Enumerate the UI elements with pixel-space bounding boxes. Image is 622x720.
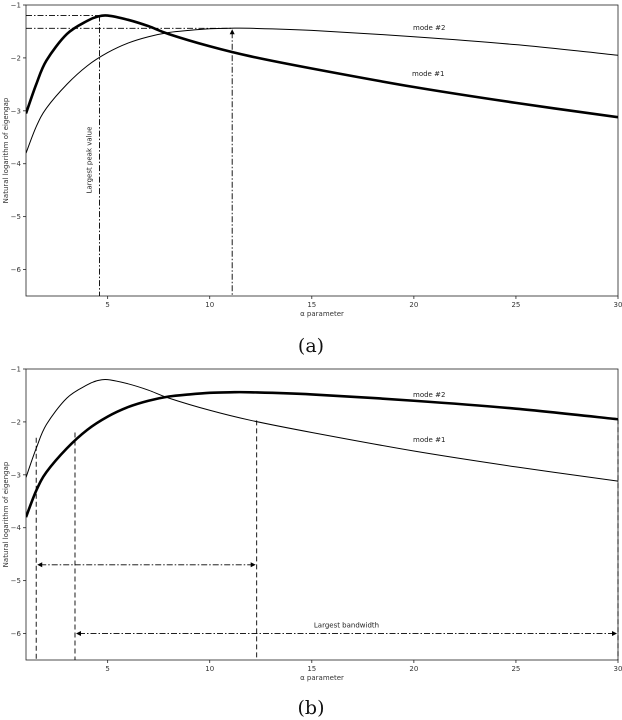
series-label-mode-2: mode #2	[413, 24, 445, 32]
y-tick-label: −6	[11, 266, 22, 274]
x-tick-label: 25	[511, 665, 520, 673]
chart-panel-b: 5 10 15 20 25 30 −1 −2 −3 −4 −5 −6 α parameter Natura…	[2, 366, 622, 683]
series-line-mode-2	[26, 27, 618, 154]
y-tick-label: −1	[11, 366, 21, 374]
x-tick-label: 10	[205, 301, 214, 309]
y-axis-label: Natural logarithm of eigengap	[2, 461, 10, 567]
annotation-arrowhead-right	[612, 631, 617, 637]
x-tick-label: 15	[307, 665, 316, 673]
annotation-label: Largest bandwidth	[314, 622, 379, 630]
y-tick-label: −1	[11, 2, 21, 10]
panel-caption-b: (b)	[298, 697, 325, 719]
series-line-mode-1	[26, 378, 618, 482]
series-label-mode-2: mode #2	[413, 391, 445, 399]
y-tick-label: −5	[11, 213, 21, 221]
annotation-arrowhead	[229, 29, 235, 35]
chart-panel-a: 5 10 15 20 25 30 −1 −2 −3 −4 −5 −6 α parameter Natura…	[2, 2, 622, 319]
series-label-mode-1: mode #1	[412, 70, 444, 78]
y-tick-label: −2	[11, 54, 21, 62]
x-axis-label: α parameter	[300, 310, 344, 318]
x-tick-label: 20	[409, 301, 418, 309]
x-tick-label: 15	[307, 301, 316, 309]
plot-frame-a	[25, 4, 619, 297]
y-tick-label: −3	[11, 471, 21, 479]
x-tick-label: 20	[409, 665, 418, 673]
y-tick-label: −3	[11, 107, 21, 115]
series-line-mode-2	[26, 390, 618, 518]
y-axis-label: Natural logarithm of eigengap	[2, 97, 10, 203]
y-tick-label: −6	[11, 630, 22, 638]
annotation-arrowhead-right	[250, 562, 256, 568]
annotation-arrowhead-left	[37, 562, 43, 568]
series-line-mode-1	[26, 14, 618, 119]
panel-caption-a: (a)	[298, 335, 324, 357]
x-tick-label: 10	[205, 665, 214, 673]
y-tick-label: −2	[11, 418, 21, 426]
y-tick-label: −5	[11, 577, 21, 585]
x-tick-label: 5	[105, 301, 109, 309]
x-tick-label: 5	[105, 665, 109, 673]
annotation-arrowhead-left	[75, 631, 81, 637]
y-tick-label: −4	[11, 524, 22, 532]
x-tick-label: 30	[614, 301, 622, 309]
y-tick-label: −4	[11, 160, 22, 168]
series-label-mode-1: mode #1	[413, 436, 445, 444]
x-tick-label: 25	[511, 301, 520, 309]
x-tick-label: 30	[614, 665, 622, 673]
x-axis-label: α parameter	[300, 674, 344, 682]
annotation-label: Largest peak value	[85, 127, 93, 194]
